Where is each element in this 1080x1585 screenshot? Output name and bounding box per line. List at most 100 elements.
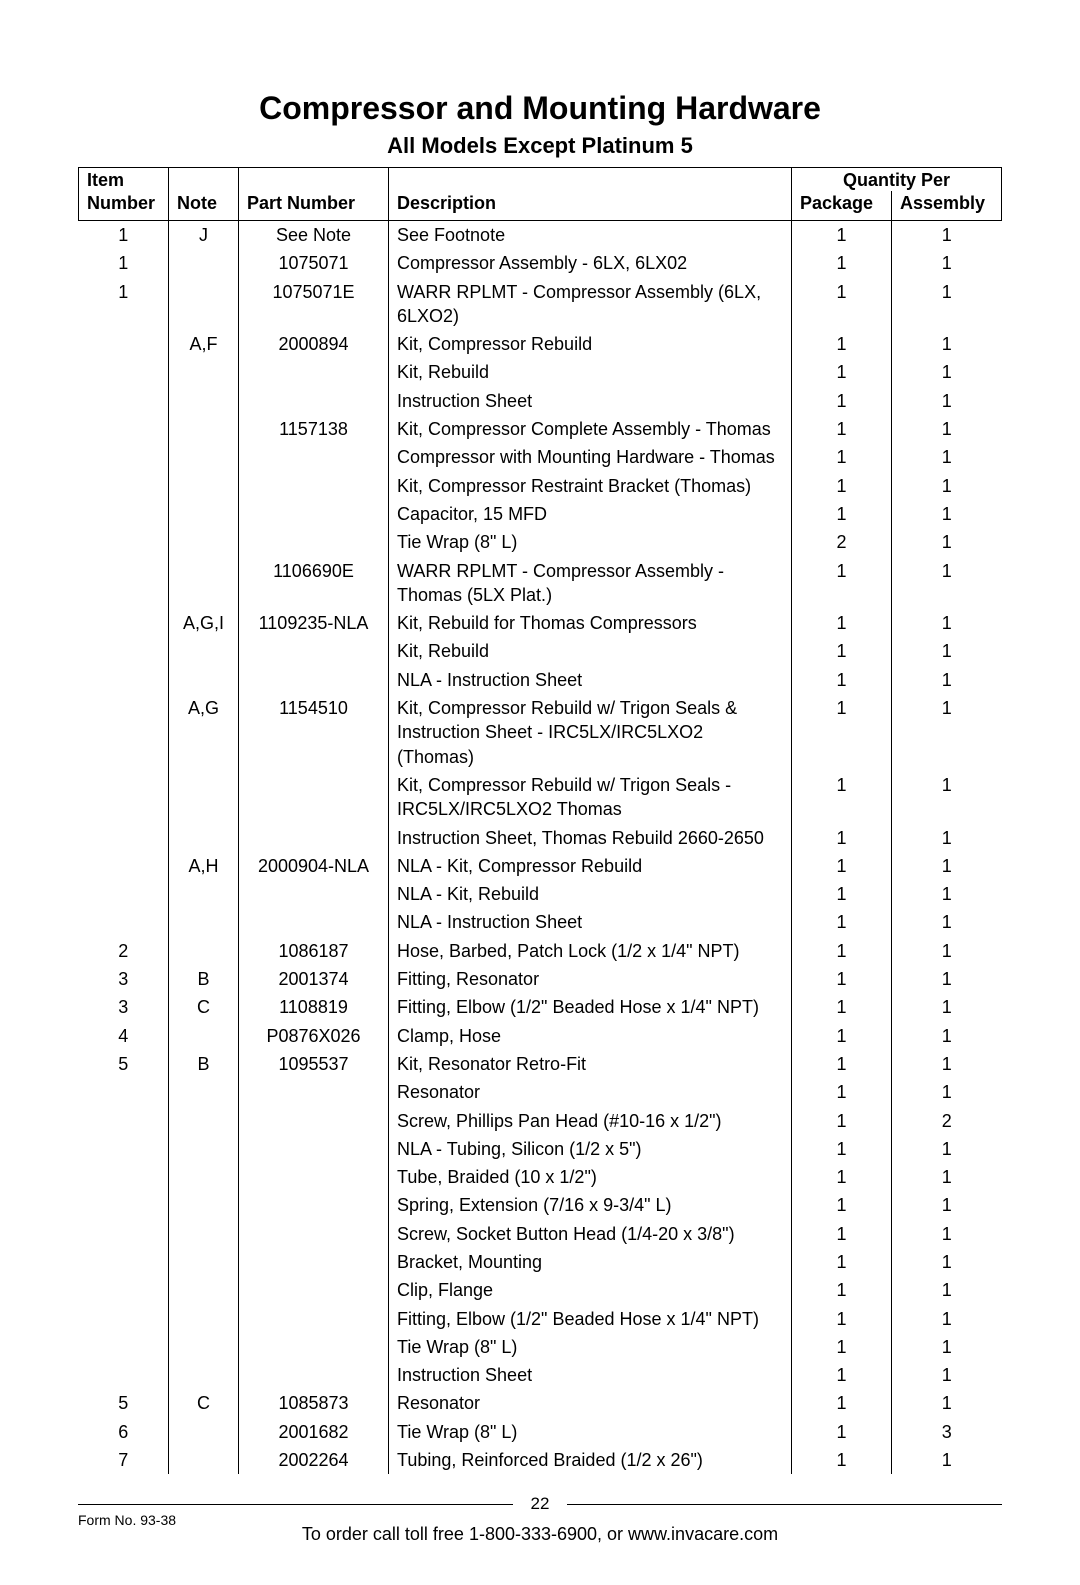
- note: [169, 500, 239, 528]
- parts-table: Item Quantity Per Number Note Part Numbe…: [78, 167, 1002, 1474]
- item: 7: [79, 1446, 169, 1474]
- pkg: 1: [792, 278, 892, 331]
- desc: Kit, Compressor Complete Assembly - Thom…: [389, 415, 792, 443]
- desc: Fitting, Elbow (1/2" Beaded Hose x 1/4" …: [389, 993, 792, 1021]
- table-row: 11075071Compressor Assembly - 6LX, 6LX02…: [79, 249, 1002, 277]
- pkg: 1: [792, 557, 892, 610]
- desc: Kit, Compressor Rebuild w/ Trigon Seals …: [389, 694, 792, 771]
- table-row: 3C1108819Fitting, Elbow (1/2" Beaded Hos…: [79, 993, 1002, 1021]
- note: C: [169, 1389, 239, 1417]
- desc: Screw, Socket Button Head (1/4-20 x 3/8"…: [389, 1220, 792, 1248]
- part: 1085873: [239, 1389, 389, 1417]
- note: A,H: [169, 852, 239, 880]
- note: [169, 1135, 239, 1163]
- desc: NLA - Kit, Rebuild: [389, 880, 792, 908]
- pkg: 1: [792, 1418, 892, 1446]
- page-number: 22: [525, 1494, 556, 1514]
- pkg: 1: [792, 1078, 892, 1106]
- desc: Kit, Compressor Rebuild w/ Trigon Seals …: [389, 771, 792, 824]
- asm: 1: [892, 500, 1002, 528]
- pkg: 1: [792, 1163, 892, 1191]
- item: 1: [79, 221, 169, 250]
- note: [169, 358, 239, 386]
- table-row: A,H2000904-NLANLA - Kit, Compressor Rebu…: [79, 852, 1002, 880]
- table-row: Fitting, Elbow (1/2" Beaded Hose x 1/4" …: [79, 1305, 1002, 1333]
- part: P0876X026: [239, 1022, 389, 1050]
- item: [79, 1107, 169, 1135]
- pkg: 1: [792, 1389, 892, 1417]
- asm: 1: [892, 1276, 1002, 1304]
- pkg: 1: [792, 852, 892, 880]
- table-row: Kit, Rebuild11: [79, 637, 1002, 665]
- pkg: 1: [792, 965, 892, 993]
- table-row: Bracket, Mounting11: [79, 1248, 1002, 1276]
- note: [169, 1163, 239, 1191]
- part: [239, 387, 389, 415]
- pkg: 1: [792, 415, 892, 443]
- item: 3: [79, 965, 169, 993]
- asm: 1: [892, 1191, 1002, 1219]
- table-row: Tie Wrap (8" L)11: [79, 1333, 1002, 1361]
- note: [169, 1418, 239, 1446]
- pkg: 1: [792, 1446, 892, 1474]
- asm: 1: [892, 993, 1002, 1021]
- table-row: Instruction Sheet11: [79, 387, 1002, 415]
- part: [239, 1107, 389, 1135]
- asm: 1: [892, 278, 1002, 331]
- part: 1086187: [239, 937, 389, 965]
- table-row: Screw, Phillips Pan Head (#10-16 x 1/2")…: [79, 1107, 1002, 1135]
- part: [239, 528, 389, 556]
- form-number: Form No. 93-38: [78, 1512, 176, 1528]
- asm: 3: [892, 1418, 1002, 1446]
- desc: Resonator: [389, 1389, 792, 1417]
- item: [79, 500, 169, 528]
- asm: 1: [892, 771, 1002, 824]
- desc: Kit, Compressor Rebuild: [389, 330, 792, 358]
- note: [169, 557, 239, 610]
- part: [239, 1248, 389, 1276]
- table-row: A,G,I1109235-NLAKit, Rebuild for Thomas …: [79, 609, 1002, 637]
- pkg: 1: [792, 880, 892, 908]
- part: 1075071: [239, 249, 389, 277]
- desc: Instruction Sheet: [389, 387, 792, 415]
- part: [239, 824, 389, 852]
- table-row: Screw, Socket Button Head (1/4-20 x 3/8"…: [79, 1220, 1002, 1248]
- table-row: 62001682Tie Wrap (8" L)13: [79, 1418, 1002, 1446]
- asm: 1: [892, 1050, 1002, 1078]
- footer-rule-line: 22: [78, 1494, 1002, 1514]
- part: 1108819: [239, 993, 389, 1021]
- pkg: 1: [792, 443, 892, 471]
- item: [79, 1333, 169, 1361]
- asm: 1: [892, 637, 1002, 665]
- note: [169, 443, 239, 471]
- note: [169, 908, 239, 936]
- note: [169, 1446, 239, 1474]
- desc: NLA - Kit, Compressor Rebuild: [389, 852, 792, 880]
- note: [169, 1191, 239, 1219]
- asm: 1: [892, 852, 1002, 880]
- pkg: 1: [792, 472, 892, 500]
- pkg: 1: [792, 1050, 892, 1078]
- note: B: [169, 965, 239, 993]
- pkg: 1: [792, 824, 892, 852]
- note: [169, 1361, 239, 1389]
- part: 1109235-NLA: [239, 609, 389, 637]
- asm: 1: [892, 1220, 1002, 1248]
- asm: 1: [892, 415, 1002, 443]
- table-row: 72002264Tubing, Reinforced Braided (1/2 …: [79, 1446, 1002, 1474]
- item: [79, 637, 169, 665]
- part: [239, 500, 389, 528]
- item: 1: [79, 278, 169, 331]
- header-note-blank: [169, 168, 239, 192]
- table-row: Compressor with Mounting Hardware - Thom…: [79, 443, 1002, 471]
- part: 1154510: [239, 694, 389, 771]
- asm: 1: [892, 1078, 1002, 1106]
- asm: 1: [892, 1389, 1002, 1417]
- footer-rule-left: [78, 1504, 513, 1505]
- item: 6: [79, 1418, 169, 1446]
- asm: 1: [892, 472, 1002, 500]
- table-row: Kit, Compressor Restraint Bracket (Thoma…: [79, 472, 1002, 500]
- pkg: 1: [792, 609, 892, 637]
- table-row: NLA - Tubing, Silicon (1/2 x 5")11: [79, 1135, 1002, 1163]
- desc: Bracket, Mounting: [389, 1248, 792, 1276]
